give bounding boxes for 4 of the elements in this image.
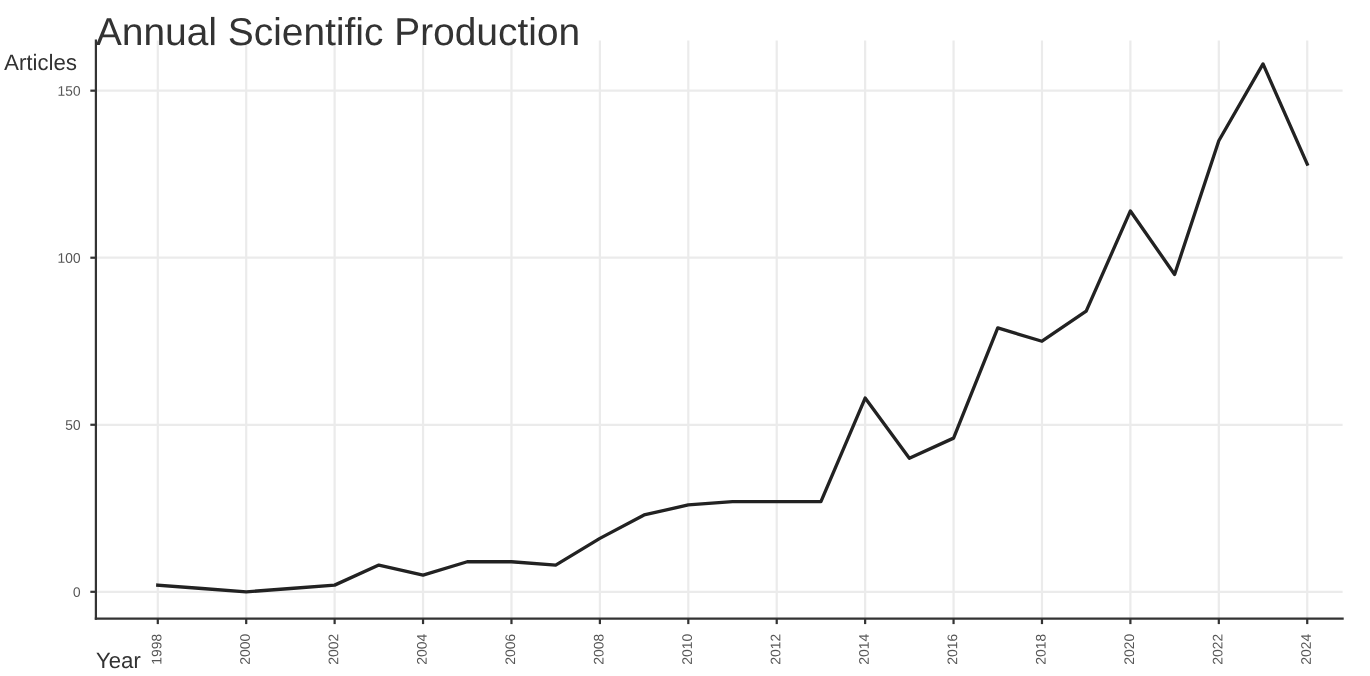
line-series [156, 62, 1309, 594]
y-axis-title: Articles [4, 53, 77, 71]
x-axis-title: Year [96, 652, 141, 669]
chart-title: Annual Scientific Production [95, 16, 578, 46]
